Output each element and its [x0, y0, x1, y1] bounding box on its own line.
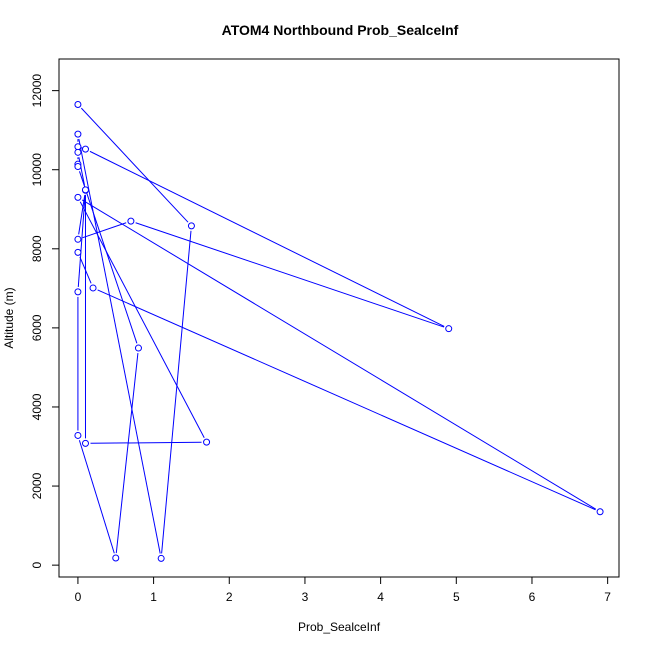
series-segment [79, 201, 205, 438]
data-point [596, 508, 604, 516]
data-point [112, 554, 120, 562]
series-segment [82, 222, 127, 239]
series-segment [115, 352, 139, 554]
x-tick-label: 4 [377, 590, 384, 604]
data-series [74, 100, 604, 562]
series-segment [90, 441, 202, 444]
y-axis: 0 2000 4000 6000 8000 10000 12000 [30, 74, 59, 568]
y-tick-label: 10000 [30, 153, 44, 187]
data-point [74, 130, 82, 138]
y-tick-label: 2000 [30, 472, 44, 499]
series-segment [78, 440, 115, 554]
x-tick-label: 2 [226, 590, 233, 604]
data-point [134, 344, 142, 352]
y-tick-label: 12000 [30, 74, 44, 108]
y-tick-label: 8000 [30, 235, 44, 262]
data-point [74, 193, 82, 201]
series-segment [135, 222, 445, 328]
chart-title: ATOM4 Northbound Prob_SealceInf [222, 22, 459, 38]
data-point [74, 431, 82, 439]
series-segment [80, 107, 189, 223]
y-tick-label: 0 [30, 561, 44, 568]
x-tick-label: 3 [302, 590, 309, 604]
data-point [187, 222, 195, 230]
x-axis-label: Prob_SealceInf [298, 620, 381, 634]
data-point [127, 217, 135, 225]
x-tick-label: 6 [529, 590, 536, 604]
data-point [445, 325, 453, 333]
y-axis-label: Altitude (m) [2, 287, 16, 348]
series-segment [97, 289, 596, 511]
data-point [74, 248, 82, 256]
plot-frame [58, 58, 620, 578]
data-point [203, 438, 211, 446]
x-axis: 0 1 2 3 4 5 6 7 [75, 577, 611, 604]
data-point [89, 284, 97, 292]
data-point [74, 235, 82, 243]
x-tick-label: 7 [604, 590, 611, 604]
y-tick-label: 6000 [30, 314, 44, 341]
series-segment [89, 150, 445, 327]
series-segment [79, 171, 138, 344]
series-segment [81, 199, 597, 510]
data-point [74, 100, 82, 108]
x-tick-label: 1 [150, 590, 157, 604]
series-segment [78, 138, 161, 554]
series-segment [78, 195, 86, 235]
x-tick-label: 5 [453, 590, 460, 604]
data-point [157, 554, 165, 562]
series-segment [77, 194, 86, 287]
series-segment [79, 256, 92, 284]
data-point [74, 163, 82, 171]
series-segment [161, 230, 192, 554]
data-point [81, 186, 89, 194]
data-point [81, 439, 89, 447]
y-tick-label: 4000 [30, 393, 44, 420]
data-point [74, 148, 82, 156]
data-point [81, 145, 89, 153]
x-tick-label: 0 [75, 590, 82, 604]
data-point [74, 288, 82, 296]
